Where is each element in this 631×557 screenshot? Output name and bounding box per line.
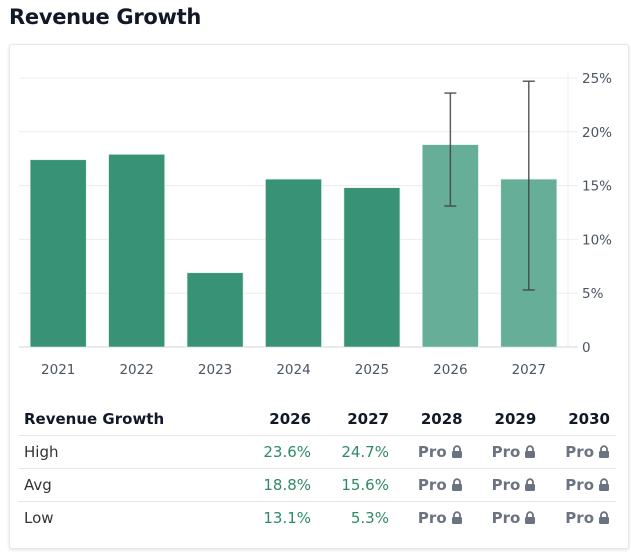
lock-icon — [598, 510, 610, 524]
x-axis-ticks: 2021 2022 2023 2024 2025 2026 2027 — [41, 362, 546, 378]
row-label: Low — [24, 509, 54, 527]
estimate-value: 5.3% — [350, 509, 389, 527]
error-bars — [444, 80, 535, 291]
estimate-value: 13.1% — [263, 509, 312, 527]
pro-label: Pro — [565, 509, 594, 527]
pro-label: Pro — [417, 476, 447, 494]
pro-locked-cell[interactable]: Pro — [469, 502, 543, 535]
estimate-value: 18.8% — [239, 468, 318, 502]
table-header-row: Revenue Growth 2026 2027 2028 2029 2030 — [18, 403, 616, 436]
revenue-growth-chart: 0 5% 10% 15% 20% 25% 2021 2022 2023 2024 2025 2026… — [19, 71, 612, 378]
y-tick-label: 25% — [582, 71, 612, 87]
y-tick-label: 15% — [582, 179, 612, 195]
bar — [343, 187, 401, 348]
pro-locked-cell[interactable]: Pro — [394, 468, 469, 502]
estimates-table: Revenue Growth 2026 2027 2028 2029 2030 … — [18, 403, 616, 534]
x-tick-label: 2025 — [355, 362, 389, 378]
estimate-value: 24.7% — [317, 435, 395, 469]
pro-locked-cell[interactable]: Pro — [395, 502, 469, 535]
bar — [265, 178, 322, 348]
pro-label: Pro — [417, 509, 447, 527]
pro-locked-cell[interactable]: Pro — [542, 502, 616, 535]
bars — [29, 144, 558, 348]
pro-locked-cell[interactable]: Pro — [468, 435, 543, 469]
pro-locked-cell[interactable]: Pro — [468, 468, 543, 502]
lock-icon — [524, 444, 536, 458]
x-tick-label: 2027 — [512, 362, 546, 378]
estimate-value: 15.6% — [317, 468, 395, 502]
pro-locked-cell[interactable]: Pro — [394, 435, 469, 469]
x-tick-label: 2024 — [276, 362, 310, 378]
pro-label: Pro — [491, 443, 521, 461]
y-tick-label: 5% — [582, 286, 604, 302]
lock-icon — [524, 477, 536, 491]
pro-locked-cell[interactable]: Pro — [542, 468, 616, 502]
estimate-value: 23.6% — [239, 435, 318, 469]
x-tick-label: 2026 — [433, 362, 467, 378]
pro-label: Pro — [417, 443, 447, 461]
x-tick-label: 2023 — [198, 362, 232, 378]
header-year: 2027 — [317, 403, 395, 436]
pro-label: Pro — [491, 476, 521, 494]
lock-icon — [451, 444, 463, 458]
row-label: Avg — [18, 468, 240, 502]
header-year: 2030 — [542, 403, 616, 436]
x-tick-label: 2021 — [41, 362, 75, 378]
table-row: High 23.6% 24.7% Pro Pro Pro — [18, 435, 616, 469]
lock-icon — [524, 510, 536, 524]
header-year: 2028 — [394, 403, 469, 436]
bar — [29, 159, 87, 348]
pro-locked-cell[interactable]: Pro — [542, 435, 616, 469]
header-year: 2029 — [468, 403, 543, 436]
page-title: Revenue Growth — [9, 5, 202, 29]
lock-icon — [451, 477, 463, 491]
y-tick-label: 20% — [582, 125, 612, 141]
table-row: Low 13.1% 5.3% Pro Pro Pro — [18, 502, 616, 535]
lock-icon — [598, 477, 610, 491]
table-row: Avg 18.8% 15.6% Pro Pro Pro — [18, 468, 616, 502]
row-label: High — [18, 435, 240, 469]
header-metric: Revenue Growth — [18, 403, 240, 436]
header-year: 2026 — [239, 403, 318, 436]
bar — [108, 154, 165, 348]
bar — [186, 272, 244, 348]
pro-label: Pro — [491, 509, 521, 527]
lock-icon — [598, 444, 610, 458]
pro-label: Pro — [565, 443, 594, 461]
y-tick-label: 0 — [582, 340, 591, 356]
x-tick-label: 2022 — [119, 362, 153, 378]
pro-label: Pro — [565, 476, 594, 494]
y-axis-ticks: 0 5% 10% 15% 20% 25% — [582, 71, 612, 356]
y-tick-label: 10% — [582, 232, 612, 248]
lock-icon — [451, 510, 463, 524]
